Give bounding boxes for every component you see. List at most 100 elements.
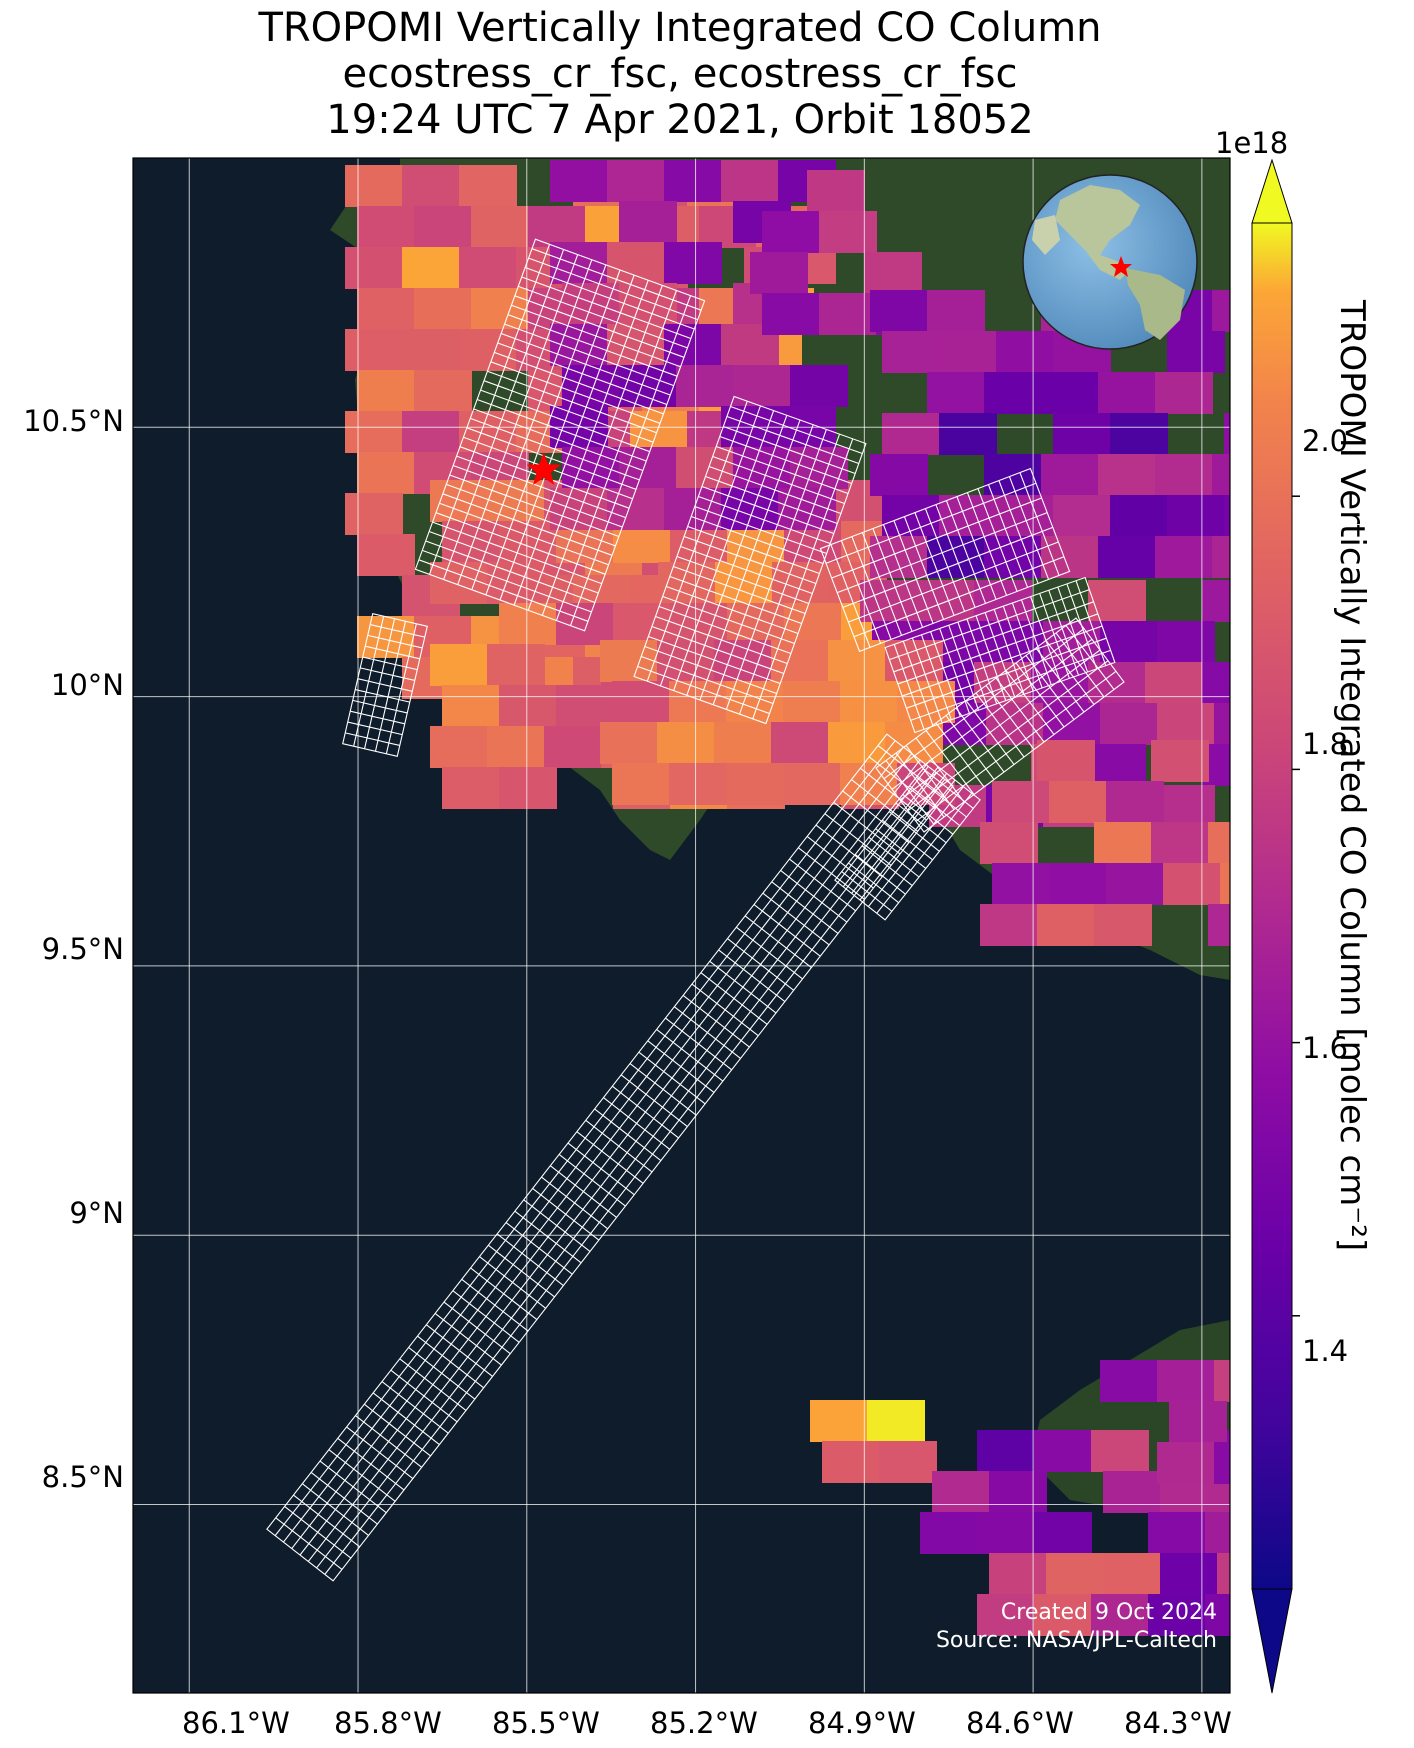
co-pixel xyxy=(1214,703,1230,745)
co-pixel xyxy=(357,616,415,658)
lon-tick-label: 84.3°W xyxy=(1124,1706,1232,1740)
co-pixel xyxy=(1155,372,1213,414)
co-pixel xyxy=(1224,495,1230,537)
co-pixel xyxy=(1157,785,1215,827)
co-pixel xyxy=(1098,454,1156,496)
co-pixel xyxy=(1220,863,1230,905)
co-pixel xyxy=(1205,1594,1230,1636)
co-pixel xyxy=(613,603,671,645)
co-pixel xyxy=(544,726,602,768)
co-pixel xyxy=(917,580,975,622)
co-pixel xyxy=(1224,413,1230,455)
co-pixel xyxy=(939,413,997,455)
co-pixel xyxy=(664,160,722,202)
co-pixel xyxy=(1034,1430,1092,1472)
co-pixel xyxy=(927,290,985,332)
swath-footprint xyxy=(834,759,981,921)
co-pixel xyxy=(1100,621,1158,663)
co-pixel xyxy=(550,160,608,202)
co-pixel xyxy=(1163,863,1221,905)
co-pixel xyxy=(1212,536,1230,578)
co-pixel xyxy=(1212,290,1230,332)
co-pixel xyxy=(402,411,460,453)
co-pixel xyxy=(819,211,877,253)
co-pixel xyxy=(726,763,784,805)
co-pixel xyxy=(771,722,829,764)
co-pixel xyxy=(822,1441,880,1483)
co-pixel xyxy=(357,370,415,412)
co-pixel xyxy=(600,640,658,682)
co-pixel xyxy=(1202,744,1230,786)
co-pixel xyxy=(920,1512,978,1554)
colorbar-tick-label: 2.0 xyxy=(1302,424,1349,458)
swath-footprint xyxy=(414,238,706,632)
co-pixel xyxy=(1034,1512,1092,1554)
co-pixel xyxy=(996,331,1054,373)
co-pixel xyxy=(1094,904,1152,946)
co-pixel xyxy=(762,293,820,335)
co-pixel xyxy=(669,763,727,805)
co-pixel xyxy=(1094,822,1152,864)
co-pixel xyxy=(980,904,1038,946)
co-pixel xyxy=(528,206,586,248)
colorbar-tick-label: 1.8 xyxy=(1302,727,1349,761)
co-pixel xyxy=(442,521,500,563)
co-pixel xyxy=(790,365,848,407)
co-pixel xyxy=(619,365,677,407)
co-pixel xyxy=(664,488,722,530)
co-pixel xyxy=(977,1594,1035,1636)
title-line-2: ecostress_cr_fsc, ecostress_cr_fsc xyxy=(342,51,1018,97)
co-pixel xyxy=(1148,1512,1206,1554)
credit-created: Created 9 Oct 2024 xyxy=(1000,1600,1217,1625)
co-pixel xyxy=(721,160,779,202)
co-pixel xyxy=(664,242,722,284)
co-pixel xyxy=(1053,413,1111,455)
co-pixel xyxy=(1049,863,1107,905)
co-pixel xyxy=(630,411,688,453)
lon-tick-label: 85.5°W xyxy=(492,1706,600,1740)
co-pixel xyxy=(1157,1442,1215,1484)
co-pixel xyxy=(402,247,460,289)
co-pixel xyxy=(600,722,658,764)
co-pixel xyxy=(345,411,403,453)
co-pixel xyxy=(402,165,460,207)
co-pixel xyxy=(1151,822,1209,864)
co-pixel xyxy=(487,644,545,686)
co-pixel xyxy=(487,562,545,604)
co-pixel xyxy=(864,252,922,294)
co-pixel xyxy=(430,562,488,604)
co-pixel xyxy=(487,726,545,768)
co-pixel xyxy=(1214,1360,1230,1402)
co-pixel xyxy=(882,413,940,455)
co-pixel xyxy=(1202,662,1230,704)
co-pixel xyxy=(669,681,727,723)
lon-tick-label: 85.2°W xyxy=(650,1706,758,1740)
colorbar-tick-label: 1.4 xyxy=(1302,1334,1349,1368)
co-pixel xyxy=(1091,1430,1149,1472)
co-pixel xyxy=(1100,703,1158,745)
co-pixel xyxy=(459,329,517,371)
co-pixel xyxy=(810,1400,868,1442)
co-pixel xyxy=(414,370,472,412)
co-pixel xyxy=(977,1430,1035,1472)
co-pixel xyxy=(1100,1360,1158,1402)
co-pixel xyxy=(1169,1401,1227,1443)
co-pixel xyxy=(1088,744,1146,786)
co-pixel xyxy=(1103,1471,1161,1513)
co-pixel xyxy=(882,495,940,537)
co-pixel xyxy=(1212,454,1230,496)
co-pixel xyxy=(442,685,500,727)
co-pixel xyxy=(402,329,460,371)
co-pixel-layer xyxy=(345,160,1230,1636)
graticule xyxy=(133,158,1230,1693)
co-pixel xyxy=(870,454,928,496)
co-pixel xyxy=(430,726,488,768)
co-pixel xyxy=(927,372,985,414)
lat-tick-label: 8.5°N xyxy=(41,1460,124,1494)
co-pixel xyxy=(1088,580,1146,622)
swath-footprint xyxy=(875,617,1125,833)
co-pixel xyxy=(733,365,791,407)
co-pixel xyxy=(1106,863,1164,905)
co-pixel xyxy=(1167,495,1225,537)
co-pixel xyxy=(1091,1594,1149,1636)
